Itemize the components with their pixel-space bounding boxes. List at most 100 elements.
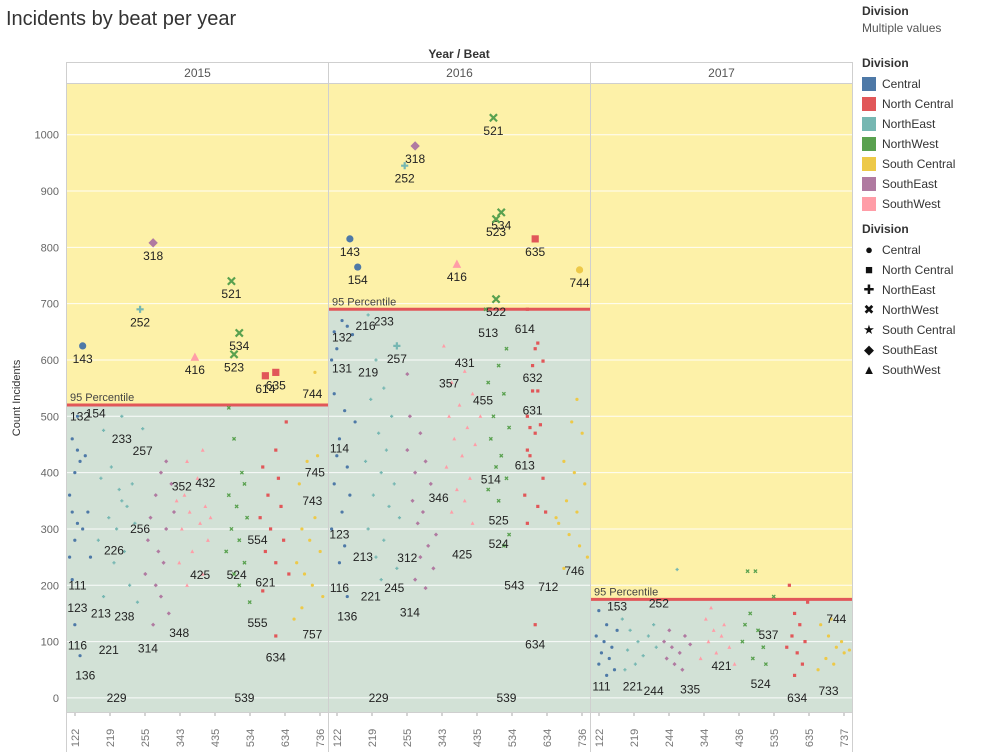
data-label: 312	[397, 551, 417, 565]
data-point	[337, 561, 342, 565]
data-point	[528, 425, 532, 430]
data-point	[401, 162, 409, 170]
data-label: 111	[592, 680, 611, 694]
color-legend-item[interactable]: SouthWest	[862, 194, 955, 214]
data-point	[834, 645, 838, 649]
data-point	[423, 586, 428, 591]
color-legend-item[interactable]: South Central	[862, 154, 955, 174]
data-point	[237, 583, 242, 588]
data-point	[343, 409, 347, 413]
data-label: 229	[369, 691, 389, 705]
data-point	[405, 448, 410, 453]
shape-legend-item[interactable]: ▲ SouthWest	[862, 360, 955, 380]
data-label: 131	[332, 361, 352, 375]
data-point	[107, 516, 111, 520]
data-point	[662, 639, 667, 644]
data-label: 416	[185, 363, 205, 377]
shape-legend-label: NorthWest	[882, 303, 939, 317]
data-point	[504, 476, 509, 481]
data-point	[428, 481, 433, 486]
color-legend-item[interactable]: SouthEast	[862, 174, 955, 194]
data-point	[340, 510, 344, 514]
data-point	[698, 656, 703, 661]
data-point	[483, 307, 488, 312]
data-point	[418, 555, 423, 560]
data-point	[407, 414, 412, 419]
data-point	[826, 634, 831, 638]
data-point	[761, 645, 766, 650]
star-icon: ★	[863, 322, 875, 337]
data-point	[652, 623, 656, 627]
data-label: 635	[525, 245, 545, 259]
color-legend-item[interactable]: NorthEast	[862, 114, 955, 134]
data-point	[449, 380, 454, 385]
data-point	[206, 538, 210, 542]
shape-legend-item[interactable]: ✖ NorthWest	[862, 300, 955, 320]
data-point	[261, 372, 269, 380]
x-tick-label: 736	[315, 729, 327, 747]
data-point	[426, 543, 431, 548]
shape-legend-item[interactable]: ● Central	[862, 240, 955, 260]
data-point	[577, 544, 582, 548]
x-tick-label: 219	[367, 729, 379, 747]
data-point	[798, 623, 802, 627]
data-point	[153, 493, 158, 498]
data-label: 745	[305, 466, 325, 480]
data-point	[308, 538, 312, 542]
data-point	[268, 527, 273, 531]
data-point	[345, 594, 349, 599]
data-label: 425	[190, 568, 210, 582]
color-legend: Division Central North Central NorthEast No…	[862, 56, 955, 214]
data-label: 132	[332, 330, 352, 344]
data-point	[164, 526, 169, 532]
data-point	[839, 639, 844, 644]
data-point	[719, 633, 724, 638]
data-point	[75, 521, 80, 525]
data-point	[787, 583, 791, 587]
division-filter[interactable]: Division Multiple values	[862, 4, 941, 35]
shape-legend-item[interactable]: ✚ NorthEast	[862, 280, 955, 300]
data-point	[530, 364, 535, 368]
data-point	[491, 414, 496, 419]
data-point	[397, 516, 402, 520]
legends: Division Central North Central NorthEast No…	[862, 56, 955, 380]
shape-legend-label: SouthWest	[882, 363, 941, 377]
data-point	[418, 431, 423, 436]
data-label: 744	[826, 612, 846, 626]
data-label: 521	[483, 124, 503, 138]
data-point	[703, 616, 708, 621]
data-point	[847, 648, 851, 652]
data-label: 746	[564, 564, 584, 578]
data-point	[171, 509, 177, 515]
data-point	[198, 521, 203, 525]
data-point	[120, 499, 124, 503]
shape-legend-item[interactable]: ◆ SouthEast	[862, 340, 955, 360]
data-label: 455	[473, 394, 493, 408]
data-point	[208, 515, 213, 520]
percentile-label: 95 Percentile	[594, 586, 658, 598]
data-point	[748, 611, 753, 616]
data-point	[625, 648, 630, 652]
color-legend-item[interactable]: Central	[862, 74, 955, 94]
shape-legend-item[interactable]: ■ North Central	[862, 260, 955, 280]
data-point	[496, 363, 501, 368]
data-point	[680, 667, 685, 672]
data-point	[431, 566, 436, 571]
data-label: 534	[491, 218, 511, 232]
color-legend-item[interactable]: NorthWest	[862, 134, 955, 154]
shape-legend-item[interactable]: ★ South Central	[862, 320, 955, 340]
data-label: 216	[356, 319, 376, 333]
y-tick-label: 700	[41, 299, 59, 311]
data-point	[237, 538, 242, 543]
data-label: 257	[387, 352, 407, 366]
data-label: 252	[649, 596, 669, 610]
data-point	[755, 628, 761, 633]
data-label: 114	[330, 441, 349, 455]
data-point	[313, 516, 317, 520]
data-point	[125, 504, 129, 509]
color-legend-item[interactable]: North Central	[862, 94, 955, 114]
data-label: 537	[758, 628, 778, 642]
data-point	[507, 532, 512, 537]
x-tick-label: 122	[594, 729, 606, 747]
data-point	[284, 420, 288, 424]
